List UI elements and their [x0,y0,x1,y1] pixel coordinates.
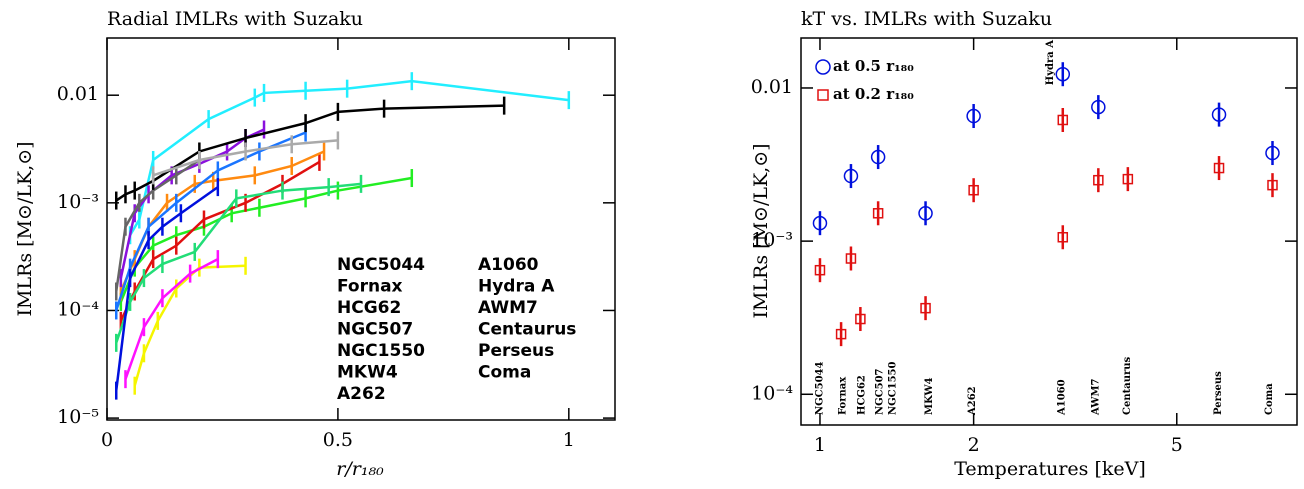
legend-entry: Centaurus [478,320,576,340]
plot-frame [800,37,1298,426]
point-marker [855,313,866,325]
point-marker [966,108,981,124]
series-line [119,160,321,322]
series-line [114,158,201,292]
point-marker [872,208,884,219]
legend-entry: at 0.5 r₁₈₀ [833,57,914,75]
legend-entry: HCG62 [337,298,401,318]
legend-entry: Coma [478,363,531,383]
point-marker [1265,145,1280,161]
cluster-label: A262 [967,386,978,416]
legend-entry: A1060 [478,255,539,275]
legend-entry: Fornax [337,277,403,297]
point-marker [1055,66,1071,82]
series-line [114,186,219,391]
x-tick-label: 2 [968,434,980,456]
y-tick-label: 10⁻⁴ [751,382,793,404]
point-marker [920,302,931,314]
series-line [124,258,219,380]
point-marker [918,206,933,221]
point-marker [870,149,886,165]
point-marker [1267,179,1278,191]
cluster-label: MKW4 [924,377,935,415]
cluster-label: Coma [1264,383,1275,415]
y-tick-label: 0.01 [751,76,793,98]
x-tick-label: 0 [101,429,113,451]
y-tick-label: 10⁻³ [751,229,793,251]
point-marker [835,328,847,340]
cluster-label: NGC507 [874,368,885,415]
y-tick-label: 10⁻⁴ [57,298,99,320]
series-line [115,104,505,202]
series-line [119,176,413,303]
series-line [133,264,246,387]
point-marker [968,184,979,196]
x-tick-label: 1 [563,429,575,451]
point-marker [1211,107,1227,122]
cluster-label: HCG62 [857,375,868,415]
point-marker [1213,162,1225,174]
point-marker [1093,174,1104,186]
legend-entry: MKW4 [337,363,398,383]
y-axis-label: IMLRs [M⊙/LK,⊙] [750,143,772,318]
legend-entry: Hydra A [478,277,555,297]
legend-entry: A262 [337,384,386,404]
chart-title: Radial IMLRs with Suzaku [107,8,363,30]
point-marker [843,168,859,184]
y-tick-label: 10⁻⁵ [57,406,99,428]
y-tick-label: 10⁻³ [57,191,99,213]
x-tick-label: 5 [1171,434,1183,456]
cluster-label: Hydra A [1045,40,1056,85]
cluster-label: Fornax [838,376,849,415]
legend-marker [815,59,831,75]
point-marker [814,264,826,276]
legend-marker [817,89,829,101]
point-marker [845,253,857,264]
legend-entry: Perseus [478,341,554,361]
cluster-label: NGC5044 [814,361,825,415]
point-marker [1057,114,1069,126]
y-axis-label: IMLRs [M⊙/LK,⊙] [14,141,36,316]
cluster-label: Perseus [1213,371,1224,415]
legend-entry: NGC1550 [337,341,425,361]
chart-title: kT vs. IMLRs with Suzaku [801,8,1052,30]
point-marker [1122,173,1134,185]
cluster-label: A1060 [1057,379,1068,416]
plot-frame [106,37,616,421]
cluster-label: AWM7 [1090,378,1101,416]
y-tick-label: 0.01 [57,83,99,105]
point-marker [1057,231,1069,243]
point-marker [1091,99,1106,115]
legend-entry: NGC5044 [337,255,425,275]
cluster-label: NGC1550 [887,361,898,415]
x-axis-label: Temperatures [keV] [954,458,1146,480]
legend-entry: NGC507 [337,320,413,340]
x-tick-label: 1 [814,434,826,456]
point-marker [812,215,828,231]
x-axis-label: r/r₁₈₀ [336,458,384,480]
legend-entry: at 0.2 r₁₈₀ [833,85,914,103]
cluster-label: Centaurus [1122,357,1133,416]
series-line [129,79,569,236]
legend-entry: AWM7 [478,298,538,318]
x-tick-label: 0.5 [323,429,353,451]
